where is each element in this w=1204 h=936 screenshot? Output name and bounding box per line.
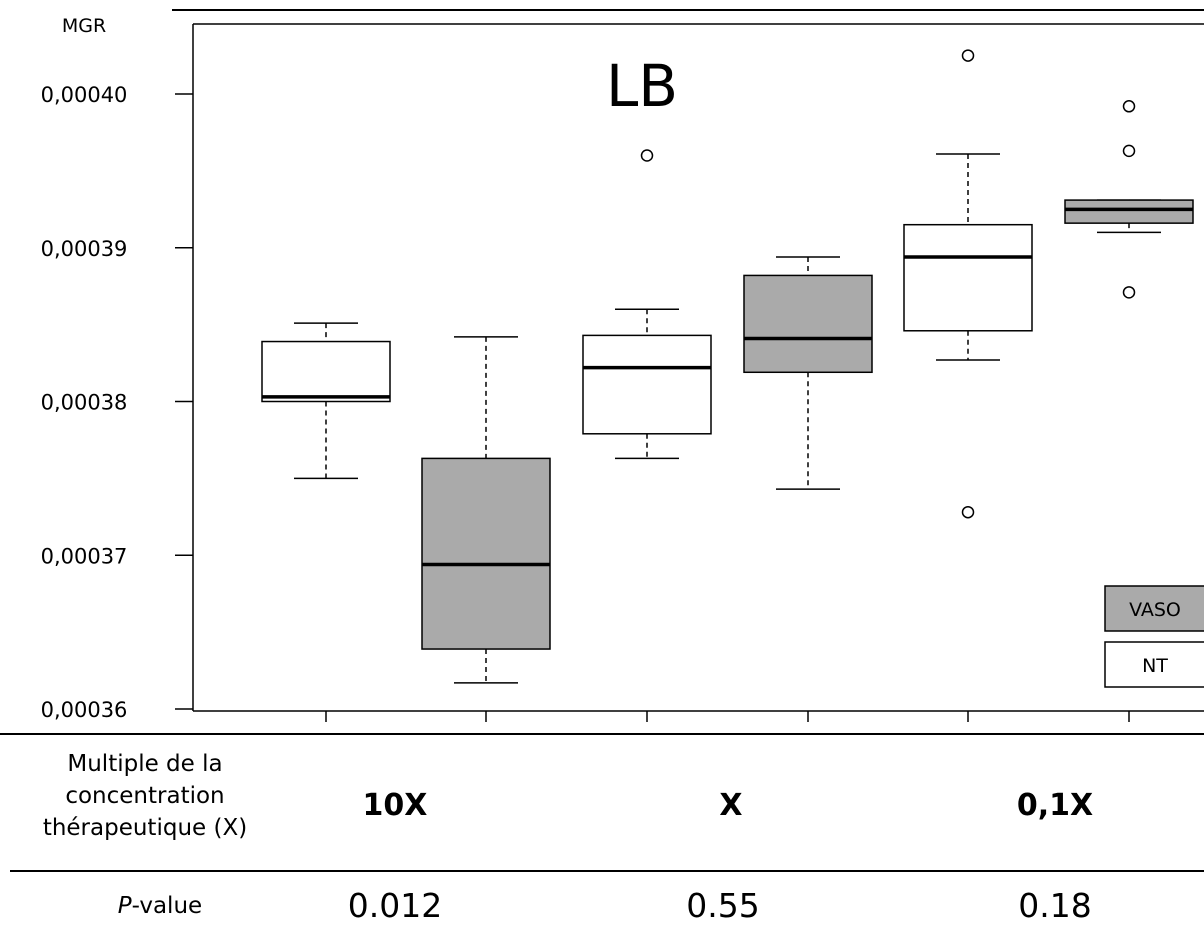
y-tick-label: 0,00036: [41, 698, 128, 722]
group-label-10x: 10X: [362, 788, 428, 823]
y-tick-label: 0,00040: [41, 83, 128, 107]
table-middle-rule: [10, 870, 1204, 872]
y-tick-label: 0,00038: [41, 391, 128, 415]
legend-swatch-vaso: [1104, 585, 1204, 632]
box-iqr: [421, 457, 551, 650]
box-vaso-4: [743, 256, 873, 490]
boxplot-chart: 0,00040 0,00039 0,00038 0,00037 0,00036 VASO…: [41, 9, 1204, 722]
box-iqr: [743, 274, 873, 374]
outlier-point: [1122, 286, 1136, 299]
y-tick-label: 0,00037: [41, 544, 128, 568]
p-value-0-1x: 0.18: [1018, 886, 1092, 925]
box-nt-3: [582, 149, 712, 460]
y-tick-label: 0,00039: [41, 237, 128, 261]
chart-title: LB: [606, 52, 678, 120]
legend-swatch-nt: [1104, 641, 1204, 688]
concentration-row-label: Multiple de la concentration thérapeutiq…: [10, 748, 280, 844]
p-value-label-italic: P: [117, 893, 132, 919]
outlier-point: [640, 149, 654, 162]
legend-label-vaso: VASO: [1129, 599, 1181, 621]
outlier-point: [1122, 100, 1136, 113]
p-value-10x: 0.012: [347, 886, 443, 925]
p-value-label-rest: -value: [131, 893, 203, 919]
outlier-point: [961, 505, 975, 519]
group-label-x: X: [719, 788, 743, 823]
p-value-x: 0.55: [686, 886, 760, 925]
box-vaso-2: [421, 336, 551, 684]
table-top-rule: [0, 733, 1204, 735]
outlier-point: [1122, 144, 1136, 158]
row-label-line: concentration: [65, 783, 225, 809]
legend-label-nt: NT: [1142, 655, 1168, 677]
box-iqr: [261, 340, 391, 403]
box-nt-1: [261, 322, 391, 480]
box-iqr: [903, 223, 1033, 332]
outlier-point: [961, 49, 975, 62]
group-label-0-1x: 0,1X: [1016, 788, 1094, 823]
y-axis-label: MGR: [62, 15, 106, 37]
p-value-label: P-value: [60, 888, 260, 924]
box-iqr: [582, 334, 712, 435]
box-nt-5: [903, 49, 1033, 519]
row-label-line: thérapeutique (X): [42, 815, 248, 841]
row-label-line: Multiple de la: [67, 751, 223, 777]
box-vaso-6: [1064, 100, 1194, 299]
box-iqr: [1064, 199, 1194, 224]
